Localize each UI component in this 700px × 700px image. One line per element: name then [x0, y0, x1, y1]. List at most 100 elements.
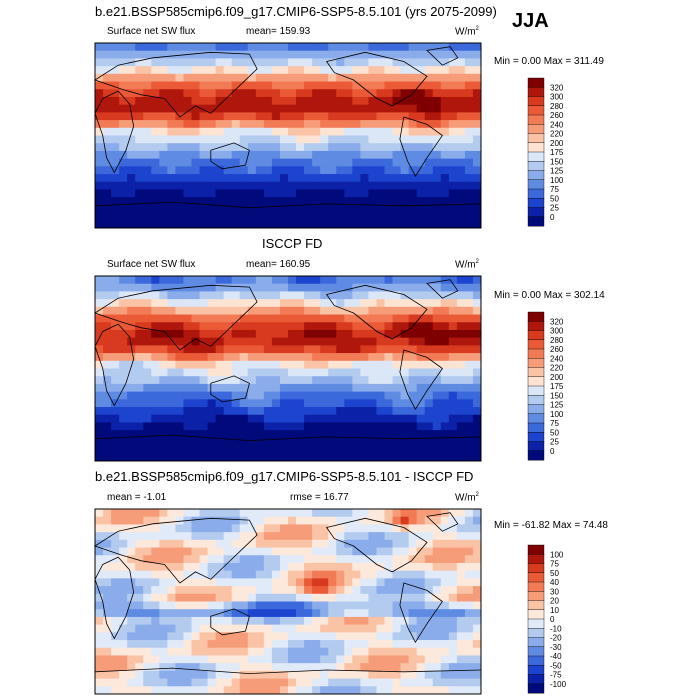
map-cell: [368, 509, 377, 518]
map-cell: [127, 516, 136, 525]
map-cell: [368, 624, 377, 633]
map-cell: [167, 399, 176, 408]
map-cell: [247, 376, 257, 385]
map-cell: [119, 306, 128, 315]
map-cell: [392, 601, 401, 610]
map-cell: [279, 50, 289, 59]
map-cell: [111, 686, 120, 695]
colorbar-swatch: [527, 87, 545, 97]
map-cell: [472, 314, 482, 323]
map-cell: [95, 112, 104, 121]
map-cell: [247, 158, 257, 167]
map-cell: [255, 329, 265, 339]
map-cell: [456, 655, 466, 664]
map-cell: [424, 376, 434, 385]
map-cell: [159, 337, 168, 346]
map-cell: [288, 353, 297, 362]
map-cell: [183, 143, 192, 152]
map-cell: [408, 655, 418, 664]
map-cell: [352, 299, 361, 308]
map-cell: [336, 383, 345, 393]
map-cell: [127, 368, 136, 377]
map-cell: [183, 120, 192, 129]
map-cell: [384, 322, 393, 331]
map-cell: [368, 276, 377, 285]
map-cell: [167, 593, 176, 602]
map-cell: [392, 586, 401, 595]
map-cell: [328, 345, 337, 354]
map-cell: [296, 43, 305, 52]
map-cell: [464, 322, 474, 331]
map-cell: [336, 353, 345, 362]
map-cell: [159, 391, 168, 400]
map-cell: [336, 166, 345, 175]
map-cell: [103, 58, 112, 67]
map-cell: [271, 150, 281, 160]
colorbar-swatch: [527, 311, 545, 322]
map-cell: [95, 73, 104, 82]
map-cell: [271, 314, 281, 323]
map-cell: [440, 655, 450, 664]
map-cell: [167, 150, 176, 160]
map-cell: [167, 337, 176, 346]
map-cell: [344, 43, 353, 52]
map-cell: [167, 174, 176, 183]
map-cell: [103, 291, 112, 300]
map-cell: [384, 430, 393, 439]
map-cell: [279, 640, 289, 649]
map-cell: [376, 670, 385, 679]
map-cell: [352, 578, 361, 587]
map-cell: [472, 453, 482, 462]
map-cell: [207, 578, 217, 587]
map-cell: [199, 578, 208, 587]
map-cell: [215, 329, 225, 339]
map-cell: [384, 593, 393, 602]
map-cell: [296, 516, 305, 525]
map-cell: [207, 609, 217, 618]
map-cell: [352, 73, 361, 82]
map-cell: [103, 422, 112, 431]
map-cell: [119, 586, 128, 595]
map-cell: [392, 516, 401, 525]
colorbar-tick-label: 0: [550, 213, 555, 222]
map-cell: [255, 89, 265, 98]
map-cell: [440, 283, 450, 292]
map-cell: [352, 166, 361, 175]
map-cell: [376, 647, 385, 656]
map-cell: [271, 174, 281, 183]
map-cell: [376, 150, 385, 160]
map-cell: [247, 509, 257, 518]
map-cell: [456, 686, 466, 695]
map-cell: [408, 509, 418, 518]
map-cell: [247, 624, 257, 633]
map-cell: [151, 158, 160, 167]
coastline: [325, 517, 428, 573]
map-cell: [288, 422, 297, 431]
map-cell: [352, 509, 361, 518]
map-cell: [103, 66, 112, 75]
map-cell: [255, 399, 265, 408]
map-cell: [151, 189, 160, 198]
map-cell: [207, 181, 217, 190]
map-cell: [288, 212, 297, 221]
map-cell: [255, 127, 265, 136]
map-cell: [143, 345, 152, 354]
map-cell: [472, 174, 482, 183]
map-cell: [336, 283, 345, 292]
map-cell: [271, 407, 281, 416]
map-cell: [296, 104, 305, 113]
map-cell: [408, 143, 418, 152]
map-cell: [151, 353, 160, 362]
map-cell: [151, 609, 160, 618]
map-cell: [143, 81, 152, 90]
map-cell: [440, 686, 450, 695]
map-cell: [135, 127, 144, 136]
map-cell: [255, 414, 265, 423]
map-cell: [296, 181, 305, 190]
map-cell: [336, 640, 345, 649]
map-cell: [384, 547, 393, 556]
map-cell: [119, 532, 128, 541]
map-cell: [304, 81, 313, 90]
map-cell: [111, 189, 120, 198]
map-cell: [215, 601, 225, 610]
